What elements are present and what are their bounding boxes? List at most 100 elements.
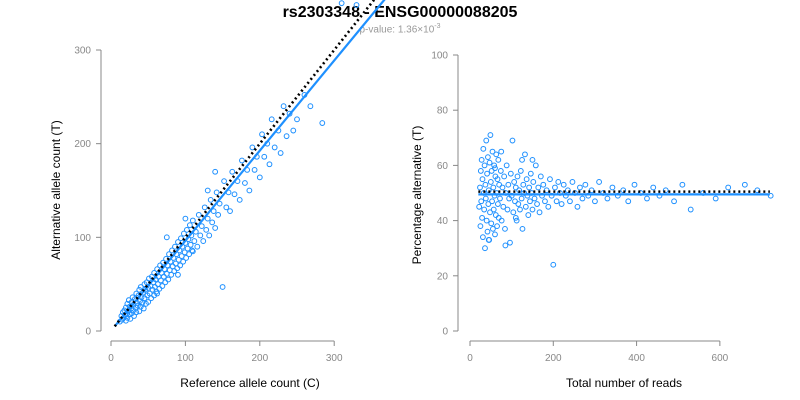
data-point	[183, 255, 190, 261]
data-point	[484, 228, 491, 235]
data-point	[215, 211, 222, 218]
data-point	[159, 283, 166, 289]
x-tick-label: 200	[251, 353, 268, 364]
y-tick-label: 200	[74, 139, 91, 150]
data-point	[175, 271, 181, 278]
data-point	[482, 195, 489, 202]
data-point	[480, 234, 486, 241]
left-scatter-panel: 0 100 200 300 0 100 200 300 Reference allele cou…	[49, 0, 386, 390]
y-tick-label: 60	[437, 161, 449, 172]
data-point	[540, 181, 547, 188]
data-point	[502, 225, 508, 232]
data-point	[477, 168, 484, 174]
data-point	[198, 223, 205, 229]
data-point	[242, 180, 248, 186]
data-point	[523, 176, 530, 183]
data-point	[140, 305, 147, 312]
data-point	[174, 265, 181, 272]
data-point	[189, 217, 196, 224]
data-point	[485, 201, 492, 207]
data-point	[160, 273, 167, 280]
data-point	[204, 187, 211, 194]
data-point	[512, 184, 519, 191]
y-tick-label: 300	[74, 46, 91, 57]
data-point	[492, 165, 498, 172]
data-point	[487, 209, 493, 216]
data-point	[577, 184, 583, 191]
data-point	[485, 237, 492, 243]
data-point	[492, 231, 498, 238]
data-point	[537, 173, 544, 180]
data-point	[502, 242, 509, 249]
pvalue-text: p-value: 1.36×10	[359, 24, 435, 36]
data-point	[596, 179, 602, 185]
data-point	[495, 201, 501, 207]
data-point	[543, 187, 550, 194]
data-point	[547, 176, 553, 183]
data-point	[495, 214, 502, 221]
data-point	[489, 198, 495, 205]
data-point	[239, 157, 245, 164]
data-point	[168, 271, 175, 278]
data-point	[534, 201, 540, 207]
data-point	[604, 195, 611, 202]
data-point	[620, 187, 627, 194]
data-point	[251, 166, 258, 173]
data-point	[511, 179, 518, 185]
data-point	[509, 137, 516, 144]
data-point	[491, 162, 498, 169]
data-point	[558, 201, 565, 207]
data-point	[631, 181, 638, 188]
data-point	[481, 206, 488, 213]
data-point	[246, 187, 253, 194]
x-axis-title: Total number of reads	[566, 376, 682, 390]
data-point	[194, 243, 201, 250]
data-point	[489, 148, 496, 155]
data-point	[212, 168, 219, 175]
data-point	[212, 225, 219, 231]
data-point	[519, 156, 525, 163]
data-point	[500, 203, 507, 210]
data-point	[266, 161, 273, 168]
data-point	[520, 181, 527, 188]
data-point	[679, 181, 686, 188]
data-point	[277, 150, 284, 156]
data-point	[261, 153, 268, 160]
data-point	[487, 179, 494, 185]
data-point	[483, 217, 490, 224]
data-point	[503, 162, 510, 169]
data-point	[625, 198, 632, 205]
y-axis-title: Percentage alternative (T)	[410, 126, 424, 265]
data-point	[195, 211, 202, 218]
data-point	[136, 286, 143, 293]
data-point	[481, 162, 488, 169]
data-point	[498, 217, 505, 224]
data-point	[650, 184, 657, 191]
data-point	[191, 238, 198, 244]
data-point	[490, 184, 497, 191]
data-point	[493, 151, 500, 158]
data-point	[486, 159, 493, 166]
data-point	[644, 195, 650, 202]
data-point	[178, 235, 184, 242]
data-point	[162, 279, 169, 286]
data-point	[294, 116, 300, 123]
data-point	[527, 170, 534, 177]
data-point	[478, 156, 485, 163]
data-point	[204, 215, 211, 222]
data-point	[535, 184, 542, 191]
data-point	[338, 0, 345, 7]
data-point	[518, 195, 525, 202]
data-point	[231, 191, 238, 198]
data-point	[564, 187, 571, 194]
data-point	[249, 144, 256, 151]
data-point	[141, 295, 148, 302]
right-scatter-panel: 0 200 400 600 0 20 40 60 80 100 Total number of re…	[410, 51, 774, 390]
data-point	[134, 302, 141, 309]
data-point	[531, 195, 538, 202]
data-point	[553, 198, 560, 205]
data-point	[552, 184, 558, 191]
data-point	[186, 222, 193, 229]
data-point	[154, 266, 161, 273]
